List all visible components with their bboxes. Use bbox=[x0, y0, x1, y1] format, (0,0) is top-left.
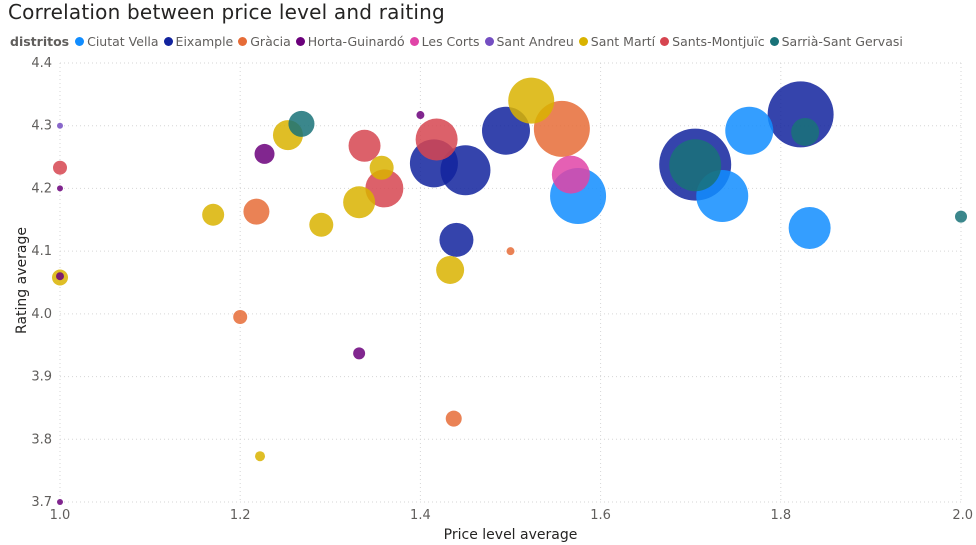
bubble-gr-cia[interactable] bbox=[243, 198, 270, 225]
legend-item[interactable]: Eixample bbox=[163, 33, 234, 49]
bubble-horta-guinard-[interactable] bbox=[254, 143, 275, 164]
bubble-sant-mart-[interactable] bbox=[508, 77, 555, 124]
x-tick-label: 1.4 bbox=[410, 508, 431, 523]
bubble-gr-cia[interactable] bbox=[233, 309, 248, 324]
legend-label: Sant Andreu bbox=[496, 33, 574, 49]
x-tick-label: 2.0 bbox=[952, 508, 973, 523]
legend-item[interactable]: Gràcia bbox=[238, 34, 291, 49]
y-tick-label: 3.7 bbox=[31, 495, 52, 510]
bubble-sant-mart-[interactable] bbox=[436, 255, 465, 284]
chart-title: Correlation between price level and rait… bbox=[8, 0, 445, 24]
legend: distritos Ciutat Vella Eixample Gràcia Hort… bbox=[10, 32, 908, 50]
bubbles bbox=[52, 77, 967, 505]
legend-swatch bbox=[75, 36, 85, 46]
bubble-horta-guinard-[interactable] bbox=[57, 499, 63, 505]
x-tick-label: 1.6 bbox=[590, 508, 611, 523]
y-tick-label: 4.4 bbox=[31, 56, 52, 71]
legend-title: distritos bbox=[10, 33, 70, 49]
y-tick-label: 4.3 bbox=[31, 119, 52, 134]
legend-swatch bbox=[660, 36, 670, 46]
y-tick-label: 3.8 bbox=[31, 432, 52, 447]
legend-swatch bbox=[769, 36, 779, 46]
x-axis-ticks: 1.0 1.2 1.4 1.6 1.8 2.0 bbox=[50, 508, 973, 523]
y-axis-label: Rating average bbox=[14, 227, 30, 334]
y-tick-label: 4.2 bbox=[31, 181, 52, 196]
legend-label: Sant Martí bbox=[590, 33, 656, 49]
legend-swatch bbox=[163, 36, 173, 46]
bubble-sants-montju-c[interactable] bbox=[415, 118, 458, 161]
bubble-sarri-sant-gervasi[interactable] bbox=[669, 139, 722, 192]
legend-swatch bbox=[409, 36, 419, 46]
legend-item[interactable]: Les Corts bbox=[409, 33, 480, 49]
bubble-horta-guinard-[interactable] bbox=[57, 185, 63, 192]
legend-swatch bbox=[295, 36, 305, 46]
x-tick-label: 1.0 bbox=[50, 508, 71, 523]
bubble-sant-mart-[interactable] bbox=[202, 203, 225, 226]
legend-label: Eixample bbox=[175, 33, 234, 49]
y-tick-label: 4.1 bbox=[31, 244, 52, 259]
bubble-sant-mart-[interactable] bbox=[309, 212, 334, 237]
y-tick-label: 3.9 bbox=[31, 370, 52, 385]
bubble-horta-guinard-[interactable] bbox=[353, 347, 366, 360]
bubble-ciutat-vella[interactable] bbox=[725, 106, 774, 155]
bubble-les-corts[interactable] bbox=[551, 155, 590, 194]
bubble-horta-guinard-[interactable] bbox=[56, 272, 64, 281]
legend-label: Sarrià-Sant Gervasi bbox=[781, 33, 903, 49]
legend-label: Horta-Guinardó bbox=[307, 33, 405, 49]
bubble-sant-mart-[interactable] bbox=[369, 155, 394, 180]
x-tick-label: 1.2 bbox=[230, 508, 251, 523]
bubble-sants-montju-c[interactable] bbox=[348, 129, 381, 162]
bubble-sarri-sant-gervasi[interactable] bbox=[791, 117, 820, 146]
bubble-sarri-sant-gervasi[interactable] bbox=[288, 110, 315, 137]
legend-label: Les Corts bbox=[421, 33, 480, 49]
bubble-sarri-sant-gervasi[interactable] bbox=[955, 210, 967, 223]
bubble-ciutat-vella[interactable] bbox=[788, 206, 831, 249]
legend-item[interactable]: Sants-Montjuïc bbox=[660, 33, 765, 49]
legend-item[interactable]: Ciutat Vella bbox=[75, 33, 159, 49]
bubble-horta-guinard-[interactable] bbox=[416, 111, 425, 120]
legend-swatch bbox=[484, 36, 494, 46]
legend-item[interactable]: Horta-Guinardó bbox=[295, 33, 405, 49]
bubble-gr-cia[interactable] bbox=[506, 247, 515, 256]
bubble-sants-montju-c[interactable] bbox=[53, 160, 67, 175]
bubble-eixample[interactable] bbox=[439, 222, 474, 257]
bubble-sant-mart-[interactable] bbox=[255, 451, 266, 462]
bubble-gr-cia[interactable] bbox=[445, 410, 462, 427]
legend-item[interactable]: Sarrià-Sant Gervasi bbox=[769, 33, 903, 49]
y-tick-label: 4.0 bbox=[31, 307, 52, 322]
x-axis-label: Price level average bbox=[444, 527, 578, 543]
bubble-sant-andreu[interactable] bbox=[57, 122, 63, 129]
y-axis-ticks: 3.7 3.8 3.9 4.0 4.1 4.2 4.3 4.4 bbox=[31, 56, 52, 510]
legend-label: Sants-Montjuïc bbox=[672, 33, 765, 49]
legend-swatch bbox=[578, 36, 588, 46]
legend-item[interactable]: Sant Martí bbox=[578, 33, 656, 49]
legend-label: Ciutat Vella bbox=[87, 33, 159, 49]
legend-swatch bbox=[238, 36, 248, 46]
x-tick-label: 1.8 bbox=[770, 508, 791, 523]
legend-item[interactable]: Sant Andreu bbox=[484, 33, 574, 49]
legend-label: Gràcia bbox=[250, 33, 291, 49]
bubble-sant-mart-[interactable] bbox=[343, 186, 376, 219]
bubble-sants-montju-c[interactable] bbox=[365, 169, 404, 208]
